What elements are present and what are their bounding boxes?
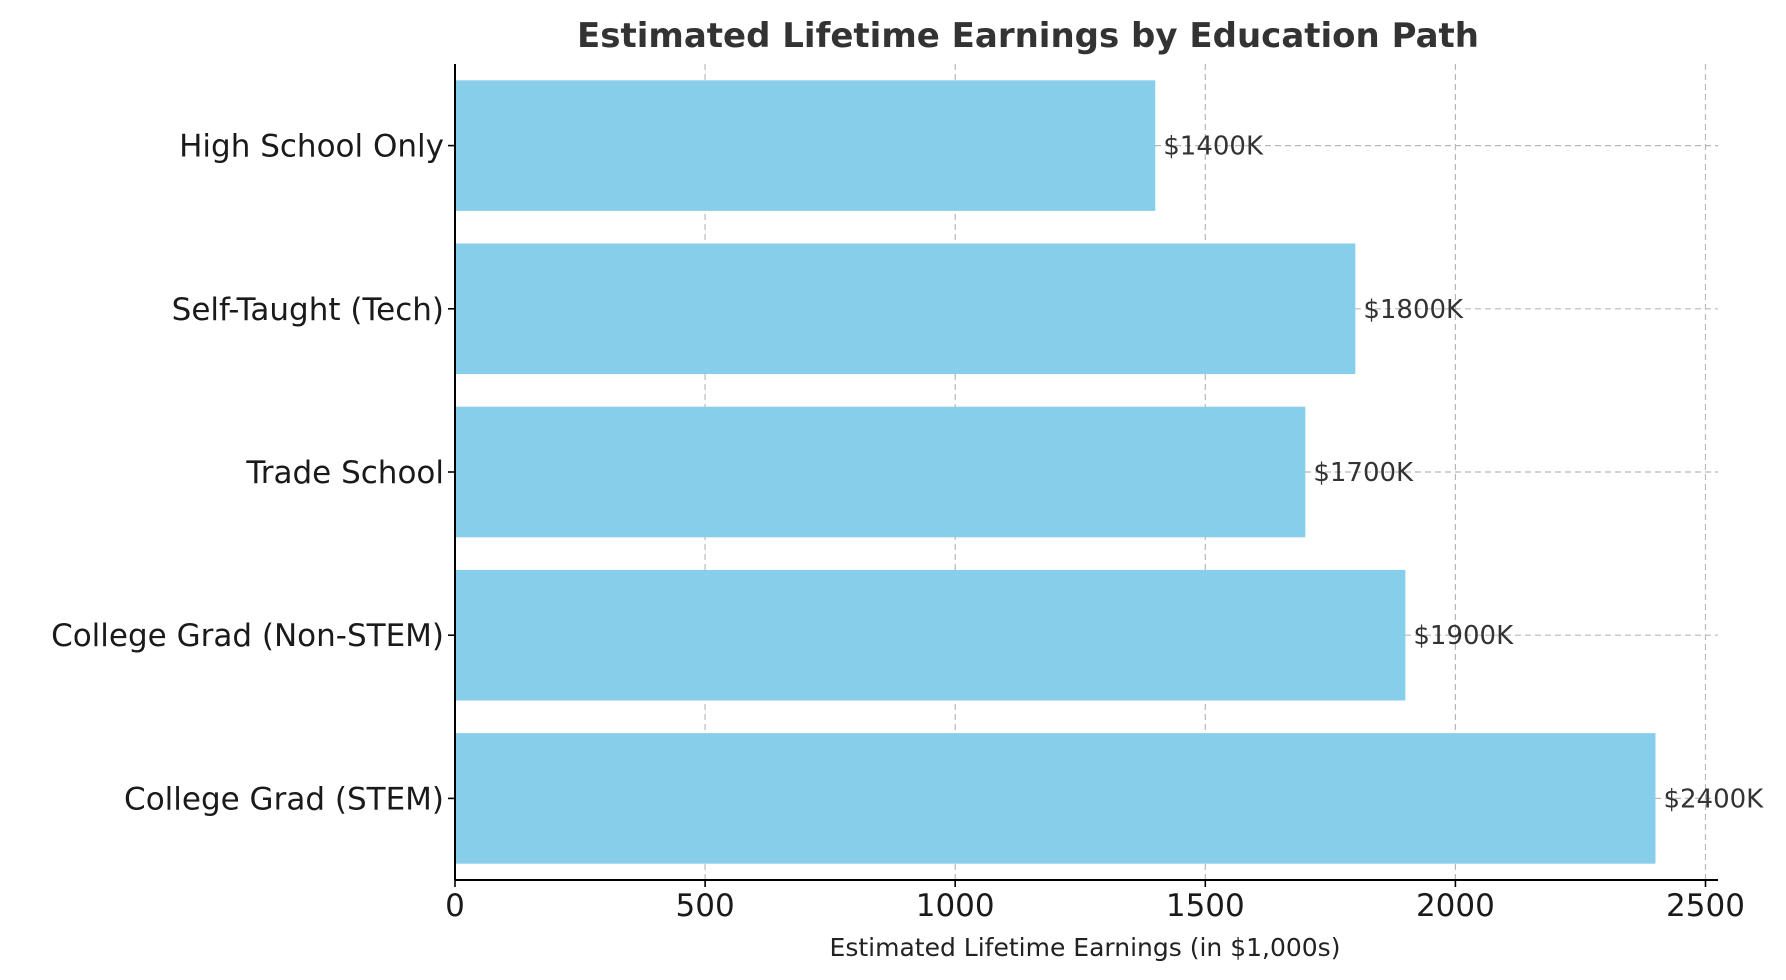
bars [455, 80, 1656, 864]
bar [455, 569, 1406, 701]
x-axis-label: Estimated Lifetime Earnings (in $1,000s) [830, 933, 1341, 962]
data-label: $1400K [1163, 132, 1264, 162]
data-label: $1900K [1413, 621, 1514, 651]
y-tick-label: College Grad (STEM) [124, 781, 444, 817]
chart-title: Estimated Lifetime Earnings by Education… [577, 16, 1479, 56]
bar [455, 406, 1306, 538]
bar [455, 80, 1156, 211]
x-tick-label: 1500 [1166, 888, 1245, 924]
data-label: $1800K [1363, 295, 1464, 325]
data-label: $1700K [1313, 458, 1414, 488]
y-tick-label: Self-Taught (Tech) [172, 292, 444, 328]
bar [455, 733, 1656, 864]
y-tick-label: College Grad (Non-STEM) [51, 618, 444, 654]
y-tick-label: High School Only [179, 129, 444, 165]
x-tick-label: 1000 [916, 888, 995, 924]
data-labels: $1400K $1800K $1700K $1900K $2400K [1163, 132, 1764, 815]
x-tick-label: 2500 [1666, 888, 1745, 924]
data-label: $2400K [1663, 784, 1764, 814]
x-tick-label: 0 [445, 888, 465, 924]
y-tick-label: Trade School [245, 455, 444, 491]
bar [455, 243, 1356, 375]
x-tick-label: 2000 [1416, 888, 1495, 924]
x-tick-label: 500 [676, 888, 735, 924]
axes: High School Only Self-Taught (Tech) Trade … [51, 64, 1745, 924]
